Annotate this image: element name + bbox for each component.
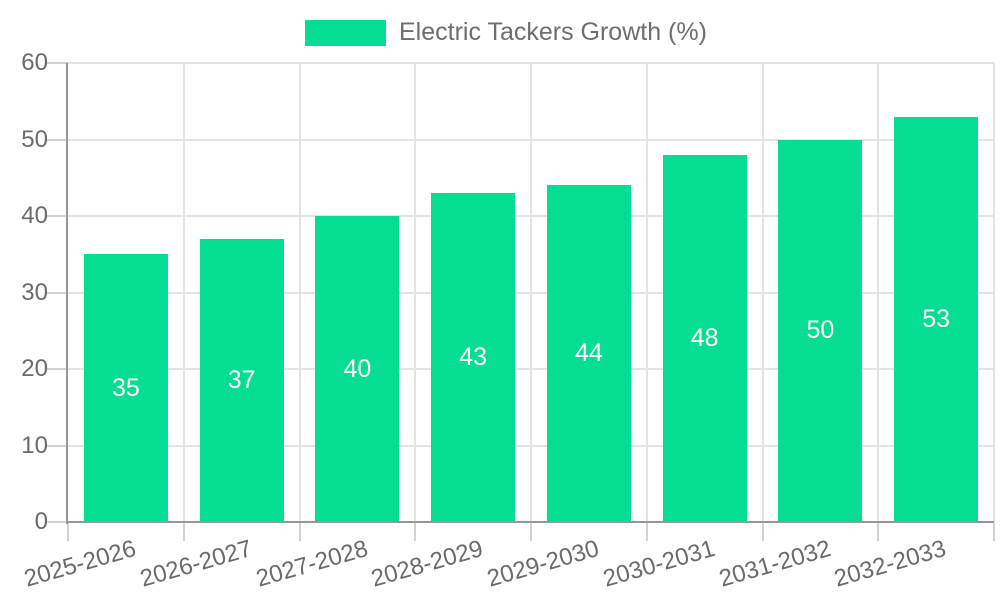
- bar[interactable]: 40: [315, 216, 400, 522]
- y-tick-label: 0: [34, 508, 48, 535]
- y-axis-tick: [46, 62, 68, 64]
- gridline-vertical: [761, 63, 764, 522]
- x-axis-tick: [182, 523, 185, 541]
- x-tick-label: 2031-2032: [715, 535, 834, 593]
- gridline-vertical: [182, 63, 185, 522]
- legend: Electric Tackers Growth (%): [305, 18, 707, 47]
- y-axis-tick: [46, 521, 68, 523]
- x-tick-label: 2029-2030: [484, 535, 603, 593]
- bar[interactable]: 35: [83, 254, 168, 522]
- x-axis-tick: [530, 523, 532, 541]
- x-tick-label: 2028-2029: [368, 535, 487, 593]
- bar[interactable]: 37: [199, 238, 284, 522]
- x-tick-label: 2032-2033: [831, 535, 950, 593]
- y-axis-tick: [46, 291, 68, 294]
- y-axis-tick: [46, 368, 68, 370]
- bar-value-label: 50: [806, 316, 835, 345]
- x-axis-tick: [645, 523, 648, 541]
- x-axis-tick: [67, 523, 69, 541]
- bar-value-label: 48: [690, 323, 719, 352]
- bar-value-label: 44: [574, 339, 603, 368]
- x-tick-label: 2026-2027: [137, 535, 255, 593]
- bar[interactable]: 48: [662, 154, 747, 522]
- y-tick-label: 40: [21, 202, 48, 229]
- x-axis-tick: [993, 523, 995, 541]
- y-tick-label: 60: [21, 49, 48, 76]
- legend-label: Electric Tackers Growth (%): [399, 18, 707, 46]
- x-tick-label: 2027-2028: [252, 535, 371, 593]
- x-tick-label: 2030-2031: [600, 535, 718, 593]
- x-axis-tick: [298, 523, 301, 541]
- bar-value-label: 35: [111, 373, 140, 402]
- y-axis-tick: [46, 215, 68, 217]
- x-axis-tick: [877, 523, 880, 541]
- gridline-vertical: [298, 63, 301, 522]
- bar[interactable]: 53: [894, 116, 979, 522]
- bar-value-label: 53: [922, 304, 951, 333]
- y-tick-label: 20: [21, 355, 48, 382]
- y-tick-label: 50: [21, 125, 48, 153]
- gridline-vertical: [530, 63, 532, 522]
- y-axis-tick: [46, 444, 68, 447]
- y-tick-label: 10: [21, 431, 48, 459]
- bar[interactable]: 44: [546, 185, 631, 522]
- legend-swatch: [305, 19, 386, 46]
- bar-value-label: 40: [343, 354, 372, 383]
- y-axis-line: [66, 63, 68, 524]
- gridline-vertical: [993, 63, 995, 522]
- x-tick-label: 2025-2026: [21, 535, 140, 593]
- x-axis-line: [66, 521, 994, 523]
- x-axis-tick: [761, 523, 764, 541]
- y-axis-tick: [46, 138, 68, 141]
- bar-value-label: 43: [459, 343, 488, 372]
- gridline-vertical: [645, 63, 648, 522]
- bar-value-label: 37: [227, 365, 256, 394]
- y-tick-label: 30: [21, 278, 48, 306]
- gridline-vertical: [877, 63, 880, 522]
- x-axis-tick: [414, 523, 417, 541]
- gridline-vertical: [414, 63, 417, 522]
- bar[interactable]: 43: [431, 193, 516, 522]
- bar[interactable]: 50: [778, 139, 863, 522]
